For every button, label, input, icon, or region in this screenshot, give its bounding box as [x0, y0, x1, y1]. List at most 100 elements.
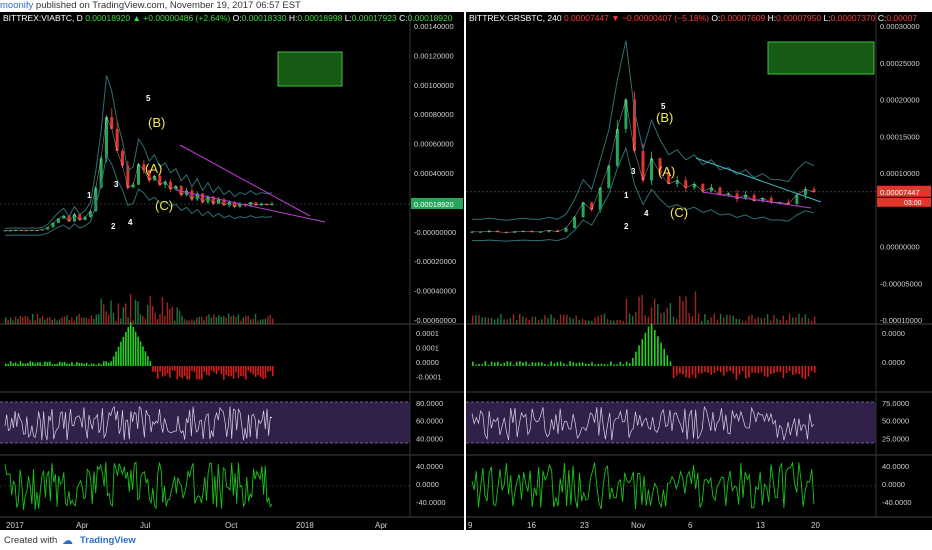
macd-bar [269, 366, 272, 372]
price-candle [142, 164, 146, 171]
price-candle [120, 150, 124, 166]
macd-bar [638, 345, 640, 366]
price-candle [573, 217, 577, 229]
time-axis-label: 6 [688, 521, 693, 530]
price-candle [88, 211, 92, 218]
volume-bar [105, 311, 107, 324]
envelope-lower [5, 154, 273, 236]
macd-tick-label: 0.0000 [882, 329, 905, 338]
macd-bar [481, 364, 484, 366]
price-candle [147, 170, 151, 181]
macd-bar [196, 366, 198, 380]
volume-bar [610, 320, 612, 324]
badge-timer-bg [877, 197, 931, 207]
time-axis-label: Oct [225, 521, 238, 530]
macd-bar [531, 362, 534, 366]
macd-bar [688, 366, 691, 379]
left-chart-pane[interactable]: 0.00140000 0.00120000 0.00100000 0.00080000… [0, 12, 464, 530]
macd-bar [210, 366, 213, 371]
volume-bar [220, 316, 222, 324]
macd-bar [810, 366, 813, 372]
price-candle [727, 193, 730, 196]
left-chart-svg[interactable]: 0.00140000 0.00120000 0.00100000 0.00080000… [0, 12, 464, 530]
volume-bar [31, 313, 34, 324]
left-high: 0.00018998 [297, 13, 343, 23]
right-chart-pane[interactable]: 0.00030000 0.00025000 0.00020000 0.00015000… [466, 12, 932, 530]
macd-bar [156, 366, 159, 379]
macd-bar [151, 366, 154, 372]
footer-brand[interactable]: TradingView [80, 535, 136, 546]
macd-bar [798, 366, 800, 375]
right-chart-svg[interactable]: 0.00030000 0.00025000 0.00020000 0.00015000… [466, 12, 932, 530]
macd-bar [230, 366, 232, 377]
volume-bar [814, 316, 816, 324]
volume-bar [137, 301, 139, 324]
volume-bar [247, 315, 249, 324]
time-axis-label: 20 [811, 521, 820, 530]
macd-bar [754, 366, 756, 373]
macd-bar [83, 363, 85, 366]
macd-bar [478, 363, 480, 366]
macd-bar [7, 364, 10, 366]
osc-tick-label: 0.0000 [416, 480, 439, 489]
macd-bar [472, 361, 474, 366]
time-axis-label: 9 [468, 521, 473, 530]
volume-bar [657, 303, 659, 324]
volume-bar [176, 307, 178, 324]
volume-bar [660, 313, 662, 324]
price-candle [137, 164, 140, 185]
macd-bar [174, 366, 176, 371]
macd-bar [588, 363, 590, 366]
macd-bar [183, 366, 186, 376]
price-tick-label: -0.00000000 [414, 228, 456, 237]
left-symbol[interactable]: BITTREX:VIABTC, D [3, 13, 83, 23]
price-candle [72, 214, 76, 222]
right-last-price: 0.00007447 [563, 13, 609, 23]
volume-bar [95, 314, 98, 324]
price-candle [564, 228, 568, 232]
volume-bar [641, 294, 643, 324]
macd-bar [757, 366, 760, 374]
macd-bar [735, 366, 738, 380]
price-candle [778, 202, 782, 204]
volume-bar [100, 298, 102, 324]
macd-bar [249, 366, 252, 373]
macd-bar [807, 366, 810, 377]
macd-bar [73, 364, 76, 366]
volume-bar [757, 317, 759, 324]
macd-bar [254, 366, 257, 377]
macd-bar [171, 366, 174, 371]
price-candle [201, 193, 205, 203]
right-symbol[interactable]: BITTREX:GRSBTC, 240 [469, 13, 562, 23]
volume-bar [178, 310, 181, 324]
osc-tick-label: 40.0000 [882, 462, 909, 471]
macd-bar [41, 364, 44, 366]
macd-bar [572, 362, 575, 366]
volume-bar [625, 298, 628, 324]
macd-bar [259, 366, 262, 378]
price-candle [30, 230, 34, 232]
volume-bar [129, 294, 132, 324]
oscillator-line [471, 461, 815, 510]
volume-bar [788, 313, 791, 324]
last-price-badge-label: 0.00007447 [880, 188, 920, 197]
volume-bar [225, 317, 227, 324]
price-candle [744, 195, 748, 199]
price-candle [470, 231, 474, 233]
price-candle [270, 204, 274, 206]
rsi-line [4, 405, 273, 441]
wave-label: 4 [128, 218, 133, 227]
volume-bar [66, 315, 68, 324]
volume-bar [597, 316, 599, 324]
macd-bar [732, 366, 735, 374]
macd-bar [93, 363, 95, 366]
volume-bar [267, 316, 269, 324]
volume-bar [272, 318, 274, 324]
volume-bar [748, 315, 750, 324]
right-open: 0.00007609 [720, 13, 766, 23]
volume-bar [132, 320, 134, 324]
author-name[interactable]: moonify [0, 0, 34, 11]
price-candle [487, 231, 491, 233]
macd-bar [227, 366, 230, 377]
volume-bar [44, 319, 46, 324]
